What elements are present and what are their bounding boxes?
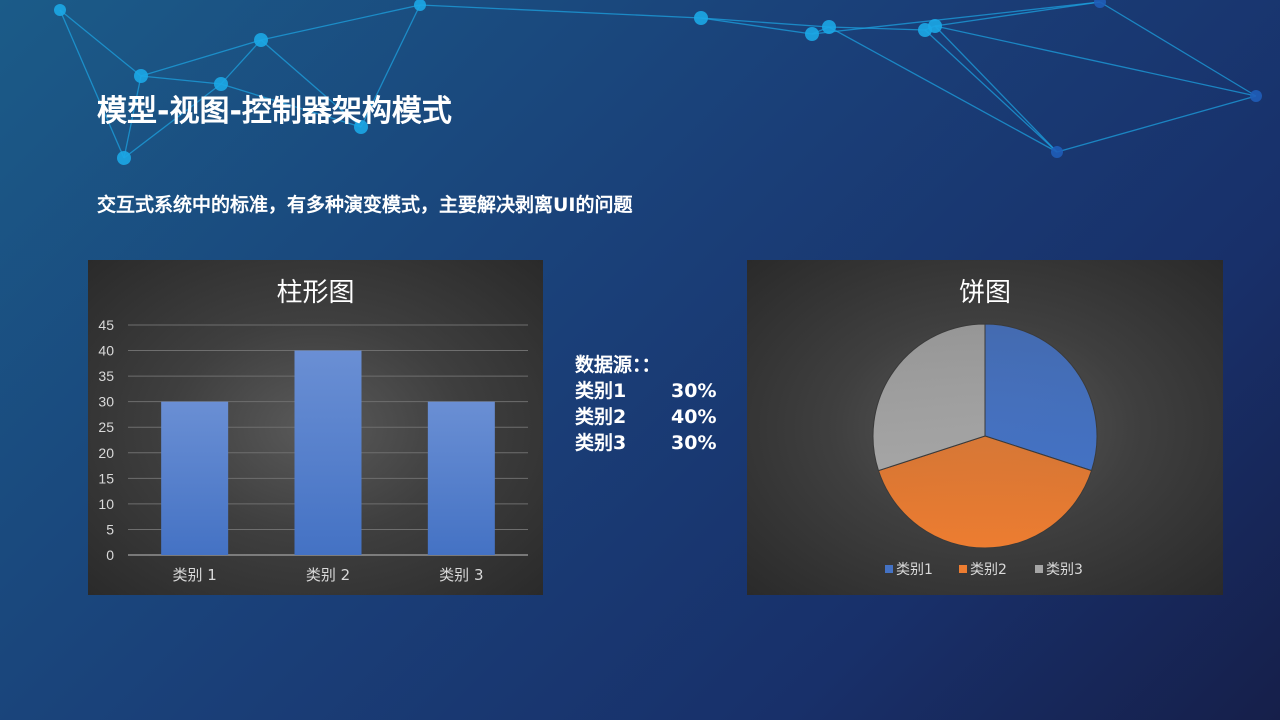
y-tick-label: 10 [98, 496, 114, 512]
bar [294, 350, 362, 555]
network-link [260, 39, 362, 128]
data-source-block: 数据源：： 类别1 30% 类别2 40% 类别3 30% [575, 352, 721, 456]
legend-swatch [885, 565, 893, 573]
network-node [214, 77, 228, 91]
data-source-row: 类别3 30% [575, 430, 721, 456]
network-node [354, 120, 368, 134]
data-source-category: 类别3 [575, 432, 627, 454]
network-link [934, 25, 1058, 153]
network-link [934, 25, 1257, 97]
y-tick-label: 35 [98, 368, 114, 384]
x-tick-label: 类别 1 [173, 566, 217, 584]
network-node [254, 33, 268, 47]
network-link [828, 26, 926, 31]
legend-label: 类别2 [970, 562, 1007, 578]
data-source-value: 30% [671, 432, 717, 454]
network-node [117, 151, 131, 165]
y-tick-label: 45 [98, 317, 114, 333]
y-tick-label: 40 [98, 343, 114, 359]
y-tick-label: 25 [98, 419, 114, 435]
network-node [134, 69, 148, 83]
x-tick-label: 类别 3 [439, 566, 483, 584]
network-link [123, 75, 142, 159]
network-node [1051, 146, 1063, 158]
network-link [59, 9, 125, 159]
pie-slice [872, 323, 986, 472]
network-node [928, 19, 942, 33]
network-link [360, 4, 421, 128]
bar-chart-panel: 柱形图 0 5 10 15 20 25 30 35 40 45 类别 1 类别 2 类别 3 [88, 260, 543, 595]
y-tick-label: 20 [98, 445, 114, 461]
network-node [54, 4, 66, 16]
slide-subtitle: 交互式系统中的标准，有多种演变模式，主要解决剥离UI的问题 [97, 194, 633, 216]
network-link [220, 83, 362, 128]
x-tick-label: 类别 2 [306, 566, 350, 584]
bar [427, 401, 495, 555]
network-link [1099, 1, 1257, 97]
bar [161, 401, 229, 555]
network-node [694, 11, 708, 25]
network-link [828, 26, 1058, 153]
pie-chart: 类别1 类别2 类别3 [872, 323, 1098, 578]
network-link [419, 4, 702, 19]
network-node [805, 27, 819, 41]
data-source-row: 类别1 30% [575, 378, 721, 404]
network-node [1250, 90, 1262, 102]
legend-swatch [1035, 565, 1043, 573]
data-source-header: 数据源：： [575, 354, 661, 376]
data-source-value: 40% [671, 406, 717, 428]
network-link [59, 9, 142, 77]
y-tick-label: 5 [106, 521, 114, 537]
y-tick-label: 0 [106, 547, 114, 563]
pie-chart-title: 饼图 [958, 278, 1011, 308]
network-link [123, 83, 222, 159]
legend-label: 类别3 [1046, 562, 1083, 578]
legend-swatch [959, 565, 967, 573]
network-node [822, 20, 836, 34]
network-link [220, 39, 262, 85]
data-source-value: 30% [671, 380, 717, 402]
y-tick-label: 30 [98, 394, 114, 410]
network-link [924, 29, 1058, 153]
y-tick-label: 15 [98, 470, 114, 486]
data-source-category: 类别1 [575, 380, 627, 402]
network-link [811, 1, 1101, 35]
network-link [140, 39, 262, 77]
network-node [1094, 0, 1106, 8]
data-source-category: 类别2 [575, 406, 627, 428]
data-source-row: 类别2 40% [575, 404, 721, 430]
bar-chart: 0 5 10 15 20 25 30 35 40 45 类别 1 类别 2 类别 3 [98, 317, 528, 584]
slide-title: 模型-视图-控制器架构模式 [97, 94, 452, 129]
network-node [414, 0, 426, 11]
pie-slice [984, 323, 1098, 472]
network-link [260, 4, 421, 41]
network-link [140, 75, 222, 85]
pie-slice [877, 435, 1093, 549]
network-decoration [54, 0, 1262, 165]
bar-chart-title: 柱形图 [276, 278, 355, 308]
legend-label: 类别1 [896, 562, 933, 578]
network-link [700, 17, 830, 28]
network-link [934, 1, 1101, 27]
network-link [1056, 95, 1257, 153]
pie-chart-panel: 饼图 类别1 类别2 类别3 [747, 260, 1223, 595]
network-link [700, 17, 813, 35]
